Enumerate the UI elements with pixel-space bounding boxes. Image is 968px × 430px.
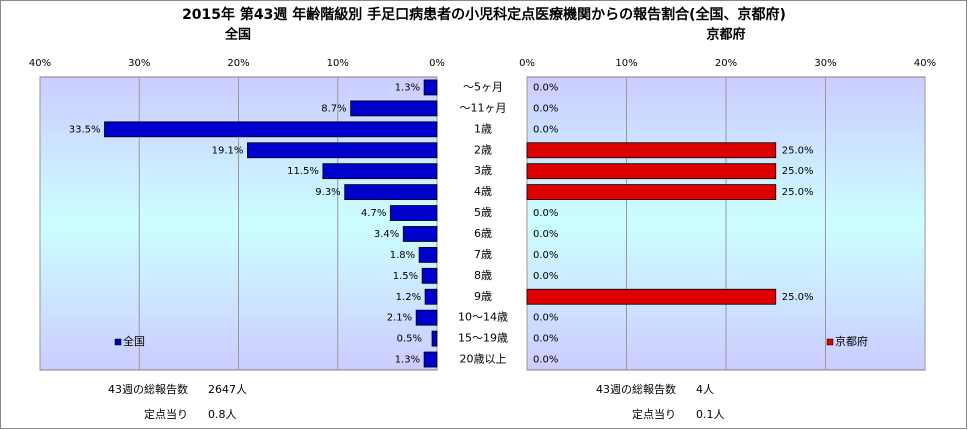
category-label: 3歳 <box>474 164 492 177</box>
x-tick-label: 40% <box>914 58 936 69</box>
bar <box>247 142 438 159</box>
category-label: 4歳 <box>474 185 492 198</box>
x-tick-label: 0% <box>519 58 535 69</box>
data-label: 33.5% <box>69 124 101 135</box>
legend-swatch <box>114 338 122 346</box>
x-tick-label: 20% <box>715 58 737 69</box>
bar <box>423 351 438 368</box>
note-value: 0.8人 <box>208 408 237 421</box>
data-label: 1.3% <box>395 355 420 366</box>
bar <box>526 288 777 305</box>
category-label: 15～19歳 <box>458 332 508 345</box>
data-label: 25.0% <box>782 292 814 303</box>
data-label: 1.8% <box>390 250 415 261</box>
data-label: 3.4% <box>374 229 399 240</box>
bar <box>424 288 438 305</box>
note-value: 4人 <box>696 383 714 396</box>
data-label: 25.0% <box>782 166 814 177</box>
bar <box>344 184 438 201</box>
data-label: 19.1% <box>212 145 244 156</box>
data-label: 0.0% <box>533 250 558 261</box>
chart-title: 2015年 第43週 年齢階級別 手足口病患者の小児科定点医療機関からの報告割合… <box>182 6 786 23</box>
data-label: 0.0% <box>533 229 558 240</box>
x-tick-label: 40% <box>29 58 51 69</box>
category-label: 10～14歳 <box>458 311 508 324</box>
note-label: 定点当り <box>632 407 676 421</box>
bar <box>104 121 438 138</box>
legend-swatch <box>826 338 834 346</box>
category-label: 5歳 <box>474 206 492 219</box>
data-label: 8.7% <box>321 103 346 114</box>
bar <box>389 205 438 221</box>
data-label: 2.1% <box>387 313 412 324</box>
bar <box>431 330 438 347</box>
data-label: 0.0% <box>533 271 558 282</box>
category-label: 1歳 <box>474 122 492 135</box>
note-label: 定点当り <box>144 407 188 421</box>
data-label: 25.0% <box>782 145 814 156</box>
x-tick-label: 0% <box>429 58 445 69</box>
panel-title: 京都府 <box>706 27 745 43</box>
category-label: 8歳 <box>474 269 492 282</box>
data-label: 0.0% <box>533 82 558 93</box>
bar <box>418 246 438 263</box>
data-label: 0.0% <box>533 313 558 324</box>
bar <box>402 226 438 242</box>
data-label: 11.5% <box>287 166 319 177</box>
note-value: 0.1人 <box>696 408 725 421</box>
x-tick-label: 10% <box>327 58 349 69</box>
bar <box>526 163 777 180</box>
panel-title: 全国 <box>224 27 251 43</box>
bar <box>350 100 438 117</box>
category-label: ～5ヶ月 <box>463 80 503 93</box>
data-label: 1.2% <box>396 292 421 303</box>
bar <box>421 267 438 284</box>
note-label: 43週の総報告数 <box>596 382 676 396</box>
data-label: 9.3% <box>315 187 340 198</box>
data-label: 0.0% <box>533 355 558 366</box>
x-tick-label: 10% <box>615 58 637 69</box>
bar <box>415 309 438 326</box>
legend-label: 全国 <box>123 334 145 348</box>
bar <box>322 163 438 180</box>
data-label: 0.0% <box>533 334 558 345</box>
data-label: 25.0% <box>782 187 814 198</box>
category-label: 2歳 <box>474 143 492 156</box>
x-tick-label: 30% <box>814 58 836 69</box>
legend-label: 京都府 <box>835 334 868 348</box>
note-value: 2647人 <box>208 383 247 396</box>
category-label: 20歳以上 <box>460 353 507 366</box>
category-label: 6歳 <box>474 227 492 240</box>
x-tick-label: 20% <box>227 58 249 69</box>
data-label: 0.0% <box>533 103 558 114</box>
x-tick-label: 30% <box>128 58 150 69</box>
category-label: 9歳 <box>474 290 492 303</box>
data-label: 1.5% <box>393 271 418 282</box>
note-label: 43週の総報告数 <box>108 382 188 396</box>
data-label: 0.0% <box>533 208 558 219</box>
data-label: 0.5% <box>397 334 422 345</box>
data-label: 0.0% <box>533 124 558 135</box>
bar <box>526 184 777 201</box>
data-label: 1.3% <box>395 82 420 93</box>
bar <box>423 79 438 96</box>
bar <box>526 142 777 159</box>
category-label: 7歳 <box>474 248 492 261</box>
data-label: 4.7% <box>361 208 386 219</box>
category-label: ～11ヶ月 <box>460 101 507 114</box>
